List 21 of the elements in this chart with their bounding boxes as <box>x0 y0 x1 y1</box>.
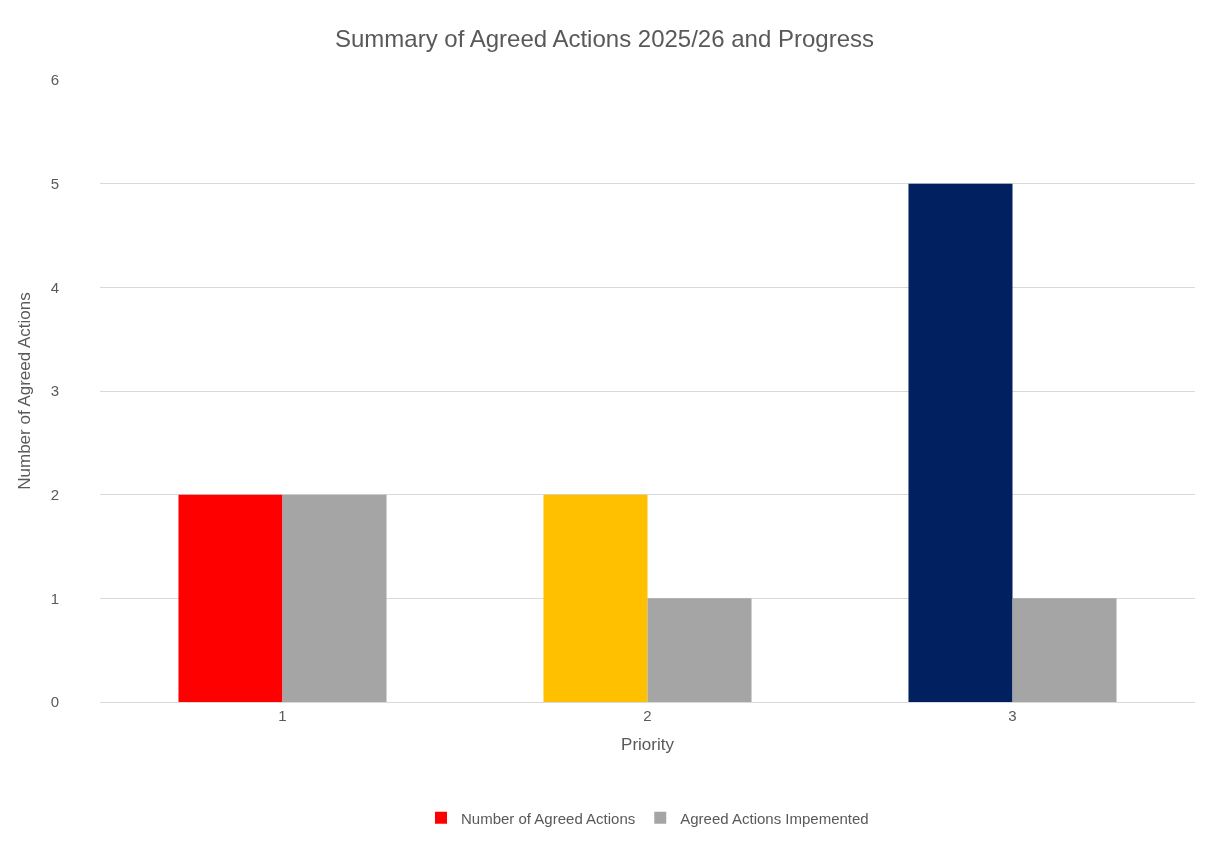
legend-label: Number of Agreed Actions <box>461 809 636 827</box>
x-axis-title: Priority <box>621 735 675 755</box>
y-tick-label: 6 <box>50 71 59 89</box>
y-axis-title: Number of Agreed Actions <box>15 292 35 490</box>
x-tick-label: 2 <box>643 707 652 724</box>
bar <box>908 183 1013 702</box>
bar <box>1012 598 1117 702</box>
chart-title: Summary of Agreed Actions 2025/26 and Progress <box>335 24 874 52</box>
y-tick-label: 5 <box>50 174 59 192</box>
y-tick-label: 0 <box>50 693 59 711</box>
legend-label: Agreed Actions Impemented <box>680 809 869 827</box>
bar <box>647 598 752 702</box>
y-tick-label: 2 <box>50 485 59 503</box>
bar <box>282 494 387 702</box>
y-tick-label: 3 <box>50 382 59 400</box>
x-tick-label: 1 <box>278 707 287 724</box>
y-tick-label: 1 <box>50 589 59 607</box>
x-tick-label: 3 <box>1008 707 1017 724</box>
bar <box>543 494 648 702</box>
y-tick-label: 4 <box>50 278 59 296</box>
bar <box>178 494 283 702</box>
